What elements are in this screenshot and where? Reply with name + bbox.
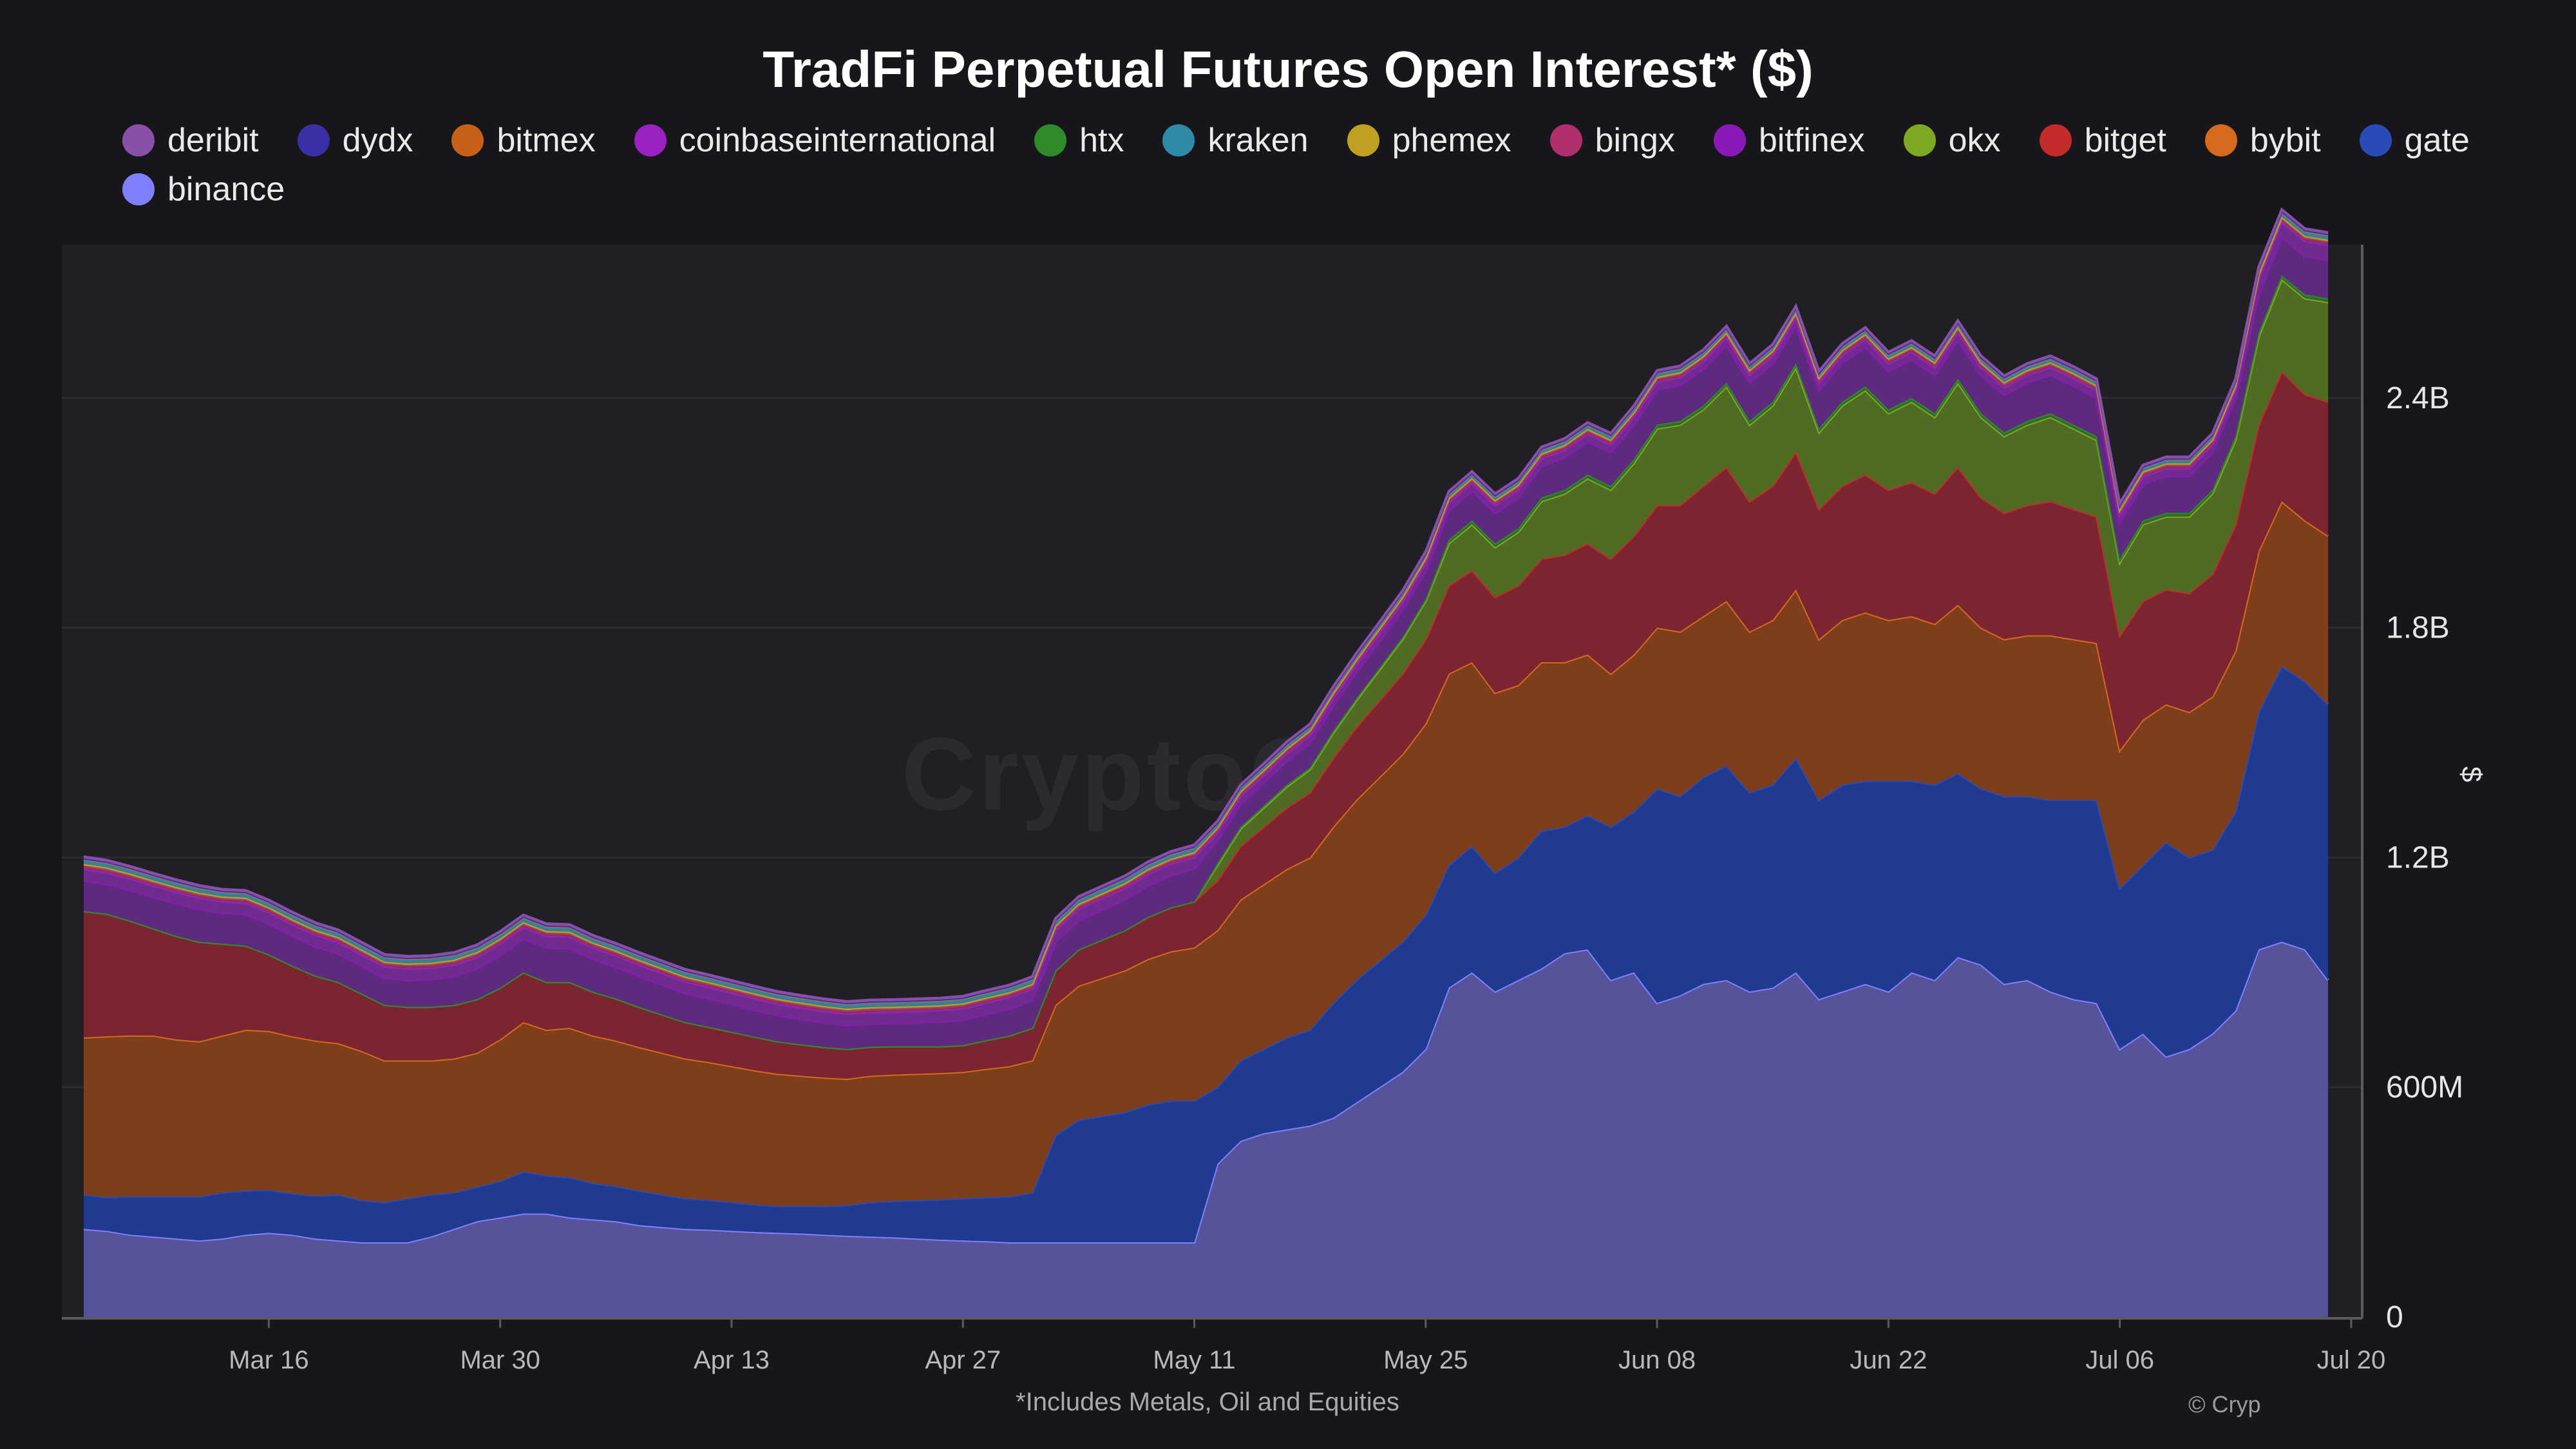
line-deribit <box>83 207 2329 1003</box>
x-tick-label: Jun 22 <box>1850 1346 1927 1374</box>
legend-swatch <box>122 173 155 205</box>
legend-label: okx <box>1948 122 2001 159</box>
legend-swatch <box>1549 124 1582 156</box>
x-tick-label: May 25 <box>1383 1346 1468 1374</box>
x-tick-label: Apr 27 <box>925 1346 1001 1374</box>
legend-swatch <box>1034 124 1067 156</box>
legend-label: gate <box>2404 122 2470 159</box>
area-bybit <box>84 501 2328 1206</box>
legend-swatch <box>2039 124 2072 156</box>
area-bitget <box>84 371 2328 1079</box>
legend-item-bybit[interactable]: bybit <box>2204 119 2321 162</box>
legend-swatch <box>634 124 667 156</box>
legend-label: dydx <box>342 122 413 159</box>
legend-label: bitmex <box>497 122 596 159</box>
legend-item-bitmex[interactable]: bitmex <box>451 119 596 162</box>
area-binance <box>84 942 2328 1317</box>
legend-item-bitget[interactable]: bitget <box>2039 119 2166 162</box>
legend-item-okx[interactable]: okx <box>1903 119 2001 162</box>
area-bitfinex <box>84 237 2328 1049</box>
legend-item-binance[interactable]: binance <box>122 168 285 211</box>
y-tick-label: 1.2B <box>2386 840 2450 875</box>
legend-label: binance <box>167 171 285 208</box>
legend-item-gate[interactable]: gate <box>2359 119 2470 162</box>
legend-item-kraken[interactable]: kraken <box>1162 119 1309 162</box>
legend-label: bingx <box>1595 122 1675 159</box>
legend-label: bitget <box>2084 122 2166 159</box>
legend-swatch <box>2204 124 2237 156</box>
y-tick-label: 1.8B <box>2386 611 2450 645</box>
area-gate <box>84 666 2328 1242</box>
legend-label: htx <box>1079 122 1124 159</box>
line-phemex <box>83 214 2329 1010</box>
legend-label: phemex <box>1392 122 1511 159</box>
chart-legend: deribit dydx bitmex coinbaseinternational ht… <box>122 119 2505 211</box>
legend-swatch <box>122 124 155 156</box>
credit: © Cryp <box>2188 1391 2261 1417</box>
y-tick-label: 600M <box>2386 1070 2463 1104</box>
legend-swatch <box>2359 124 2392 156</box>
legend-swatch <box>1162 124 1195 156</box>
legend-item-bitfinex[interactable]: bitfinex <box>1713 119 1865 162</box>
y-tick-label: 0 <box>2386 1300 2403 1334</box>
chart-title: TradFi Perpetual Futures Open Interest* … <box>762 41 1814 98</box>
legend-label: deribit <box>167 122 259 159</box>
x-tick-label: Apr 13 <box>694 1346 770 1374</box>
y-tick-label: 2.4B <box>2386 381 2450 415</box>
legend-item-bingx[interactable]: bingx <box>1549 119 1675 162</box>
area-okx <box>84 279 2328 1049</box>
legend-label: coinbaseinternational <box>679 122 996 159</box>
legend-swatch <box>1713 124 1746 156</box>
legend-item-deribit[interactable]: deribit <box>122 119 259 162</box>
x-tick-label: May 11 <box>1153 1346 1235 1374</box>
line-bybit <box>83 499 2329 1081</box>
legend-item-dydx[interactable]: dydx <box>297 119 413 162</box>
x-tick-label: Jul 06 <box>2085 1346 2154 1374</box>
legend-label: bybit <box>2249 122 2321 159</box>
legend-item-phemex[interactable]: phemex <box>1347 119 1511 162</box>
legend-label: kraken <box>1208 122 1309 159</box>
footnote: *Includes Metals, Oil and Equities <box>1016 1388 1399 1416</box>
legend-swatch <box>451 124 484 156</box>
legend-swatch <box>1347 124 1379 156</box>
legend-label: bitfinex <box>1758 122 1865 159</box>
x-tick-label: Jun 08 <box>1618 1346 1696 1374</box>
x-tick-label: Mar 16 <box>229 1346 309 1374</box>
legend-swatch <box>1903 124 1936 156</box>
legend-item-htx[interactable]: htx <box>1034 119 1124 162</box>
x-tick-label: Mar 30 <box>460 1346 540 1374</box>
legend-item-coinbaseinternational[interactable]: coinbaseinternational <box>634 119 996 162</box>
x-tick-label: Jul 20 <box>2317 1346 2386 1374</box>
legend-swatch <box>297 124 330 156</box>
y-axis-label: $ <box>2456 766 2487 782</box>
